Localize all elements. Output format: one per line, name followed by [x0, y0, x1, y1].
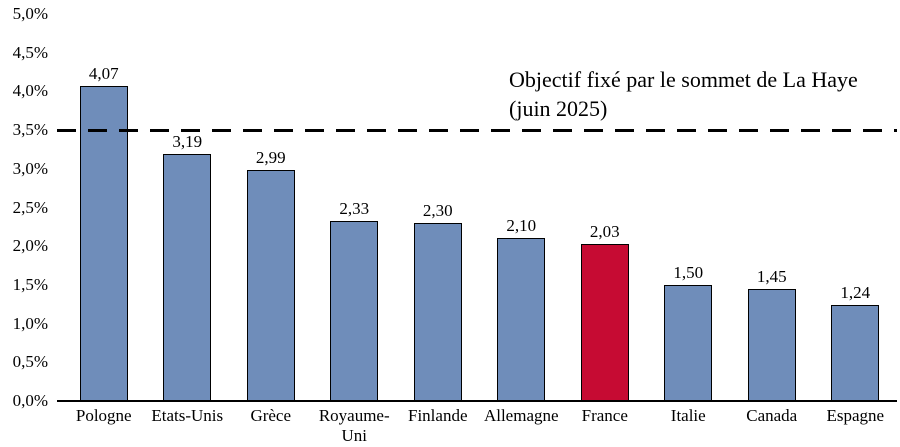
y-axis-tick-label: 4,5% — [12, 42, 48, 62]
y-axis-tick-label: 1,0% — [12, 313, 48, 333]
bar-italie — [664, 284, 713, 401]
annotation-line-1: Objectif fixé par le sommet de La Haye — [509, 67, 858, 92]
bar-allemagne — [497, 238, 546, 401]
x-axis-label-royaume-uni: Royaume-Uni — [318, 406, 390, 445]
x-axis-label-allemagne: Allemagne — [483, 406, 559, 425]
bar-royaume-uni — [330, 220, 379, 401]
reference-line-annotation: Objectif fixé par le sommet de La Haye (… — [509, 65, 900, 123]
bar-value-label: 2,30 — [422, 200, 453, 220]
bar-etats-unis — [163, 154, 212, 401]
x-axis-label-gr-ce: Grèce — [250, 406, 292, 425]
bar-canada — [747, 288, 796, 401]
x-axis-label-pologne: Pologne — [75, 406, 132, 425]
bar-value-label: 3,19 — [172, 132, 203, 152]
bar-france — [580, 243, 629, 401]
y-axis-tick-label: 2,5% — [12, 197, 48, 217]
bar-value-label: 2,33 — [339, 198, 370, 218]
y-axis-tick-label: 3,5% — [12, 120, 48, 140]
y-axis-tick-label: 4,0% — [12, 81, 48, 101]
y-axis-tick-label: 1,5% — [12, 274, 48, 294]
bar-value-label: 2,99 — [255, 147, 286, 167]
x-axis-line — [57, 400, 897, 402]
bar-value-label: 1,45 — [756, 266, 787, 286]
y-axis-tick-label: 5,0% — [12, 4, 48, 23]
x-axis-label-france: France — [581, 406, 628, 425]
y-axis-tick-label: 0,5% — [12, 352, 48, 372]
x-axis-label-italie: Italie — [670, 406, 706, 425]
target-reference-line — [57, 128, 897, 132]
x-axis-label-finlande: Finlande — [408, 406, 468, 425]
bar-pologne — [79, 85, 128, 401]
x-axis-label-canada: Canada — [746, 406, 798, 425]
y-axis-tick-label: 2,0% — [12, 236, 48, 256]
bar-finlande — [413, 222, 462, 401]
bar-espagne — [831, 305, 880, 401]
bar-value-label: 1,50 — [673, 262, 704, 282]
x-axis-label-etats-unis: Etats-Unis — [151, 406, 224, 425]
bar-value-label: 2,03 — [589, 221, 620, 241]
y-axis-tick-label: 3,0% — [12, 158, 48, 178]
y-axis-tick-label: 0,0% — [12, 391, 48, 410]
bar-value-label: 4,07 — [88, 63, 119, 83]
bar-value-label: 2,10 — [506, 216, 537, 236]
bar-value-label: 1,24 — [840, 283, 871, 303]
x-axis-label-espagne: Espagne — [826, 406, 885, 425]
annotation-line-2: (juin 2025) — [509, 96, 608, 121]
bar-gr-ce — [246, 169, 295, 401]
